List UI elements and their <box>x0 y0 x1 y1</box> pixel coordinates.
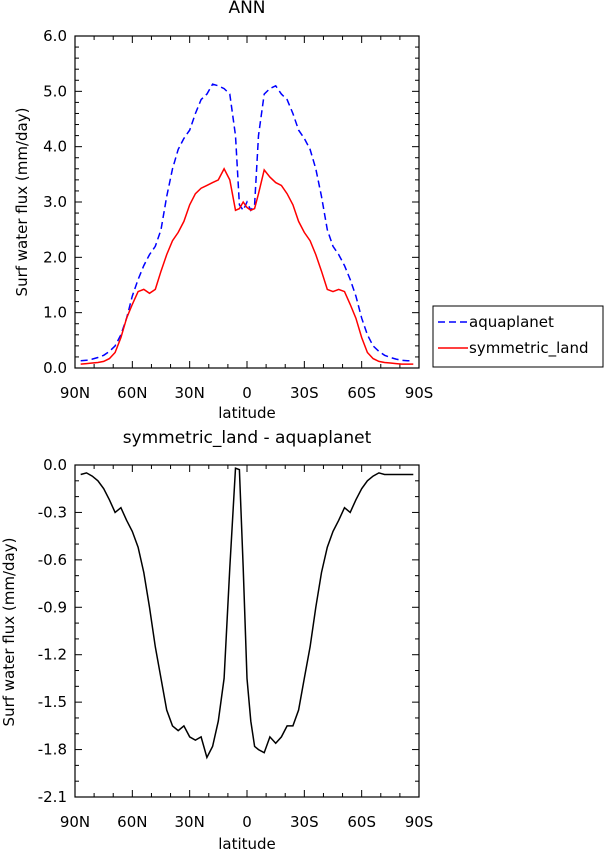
x-tick-label: 60S <box>347 384 376 402</box>
x-tick-label: 60S <box>347 813 376 831</box>
plot-area: 90N 60N 30N 0 30S 60S 90S 0.0 1.0 2.0 3.0 4.0 5.0 6.0 <box>43 27 433 402</box>
y-tick-label: -1.8 <box>38 741 67 759</box>
x-tick-label: 0 <box>242 813 252 831</box>
x-tick-label: 30S <box>290 384 319 402</box>
y-tick-label: 6.0 <box>43 27 67 45</box>
y-tick-label: 0.0 <box>43 456 67 474</box>
legend-label-symmetric_land: symmetric_land <box>469 339 589 358</box>
y-tick-label: 2.0 <box>43 248 67 266</box>
plot-frame <box>74 464 420 798</box>
y-tick-label: 0.0 <box>43 359 67 377</box>
x-axis-label: latitude <box>218 835 276 851</box>
x-axis-label: latitude <box>218 404 276 422</box>
chart-difference-flux: symmetric_land - aquaplanet latitude Sur… <box>0 428 433 851</box>
chart-annual-flux: ANN latitude Surf water flux (mm/day) 90… <box>13 0 433 422</box>
legend-box <box>432 305 604 368</box>
x-tick-label: 60N <box>117 813 147 831</box>
y-axis-label: Surf water flux (mm/day) <box>13 108 31 297</box>
legend-label-aquaplanet: aquaplanet <box>469 313 554 331</box>
y-tick-label: 3.0 <box>43 193 67 211</box>
y-tick-label: -1.2 <box>38 646 67 664</box>
y-tick-label: -0.9 <box>38 598 67 616</box>
y-tick-label: 1.0 <box>43 304 67 322</box>
series-line-symmetric_land <box>80 167 414 365</box>
y-tick-label: -0.3 <box>38 503 67 521</box>
x-tick-label: 90S <box>405 813 434 831</box>
plot-area: 90N 60N 30N 0 30S 60S 90S 0.0 -0.3 -0.6 -0.9 -1.2 -1… <box>38 456 434 831</box>
x-tick-label: 30S <box>290 813 319 831</box>
y-tick-label: 5.0 <box>43 82 67 100</box>
x-tick-label: 90N <box>60 384 90 402</box>
chart-title: symmetric_land - aquaplanet <box>123 428 372 448</box>
x-tick-label: 30N <box>175 384 205 402</box>
y-tick-label: 4.0 <box>43 138 67 156</box>
x-tick-label: 90S <box>405 384 434 402</box>
y-tick-label: -0.6 <box>38 551 67 569</box>
legend: aquaplanet symmetric_land <box>432 305 604 368</box>
y-tick-label: -2.1 <box>38 788 67 806</box>
x-tick-label: 60N <box>117 384 147 402</box>
series-line-aquaplanet <box>80 83 414 362</box>
x-tick-label: 0 <box>242 384 252 402</box>
x-tick-label: 30N <box>175 813 205 831</box>
series-line-difference <box>80 467 414 760</box>
y-axis-label: Surf water flux (mm/day) <box>0 538 18 727</box>
y-tick-label: -1.5 <box>38 693 67 711</box>
chart-title: ANN <box>228 0 265 18</box>
x-tick-label: 90N <box>60 813 90 831</box>
